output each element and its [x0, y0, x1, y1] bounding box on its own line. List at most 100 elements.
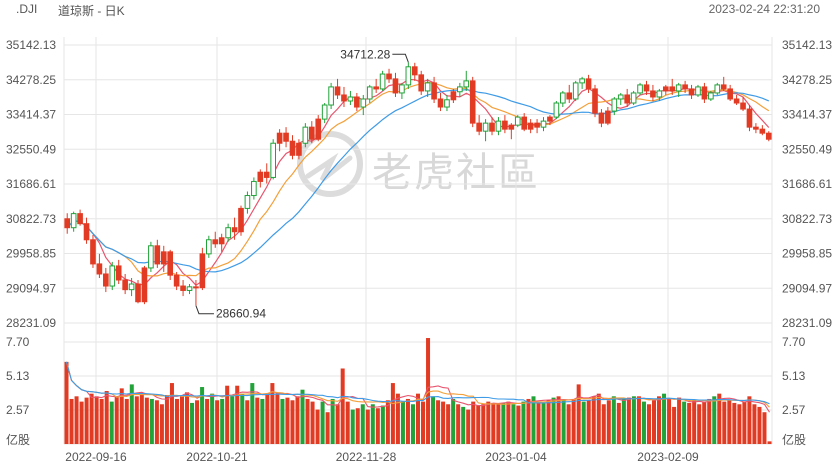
volume-bar — [375, 408, 380, 444]
candle-body — [624, 94, 630, 104]
candle-body — [115, 265, 122, 281]
volume-bar — [436, 400, 441, 444]
volume-bar — [737, 404, 742, 444]
date-tick: 2023-01-04 — [485, 450, 547, 464]
candle-body — [514, 116, 521, 126]
price-tick-left: 29958.85 — [6, 247, 56, 261]
price-tick-left: 32550.49 — [6, 142, 56, 156]
volume-bar — [154, 400, 159, 444]
volume-bar — [240, 393, 245, 444]
volume-bar — [626, 397, 631, 444]
candle-body — [740, 102, 746, 110]
date-axis: 2022-09-16 2022-10-21 2022-11-28 2023-01-04… — [65, 450, 699, 464]
volume-bar — [185, 392, 190, 444]
chart-name-label: 道琼斯 - 日K — [58, 4, 125, 18]
ma-long-line — [66, 88, 770, 273]
volume-bar — [621, 398, 626, 444]
candle-body — [308, 126, 315, 140]
price-tick-right: 29094.97 — [782, 281, 832, 295]
volume-bar — [260, 398, 265, 444]
candle-body — [431, 82, 437, 100]
volume-bar — [79, 401, 84, 444]
price-tick-left: 35142.13 — [6, 38, 56, 52]
price-tick-left: 33414.37 — [6, 108, 56, 122]
volume-bar — [245, 400, 250, 444]
volume-bar — [300, 389, 305, 444]
volume-bar — [551, 397, 556, 444]
candle-body — [109, 265, 116, 287]
volume-average-lines — [65, 361, 770, 413]
volume-bar — [496, 402, 501, 444]
volume-bar — [380, 405, 385, 444]
candle-body — [373, 86, 379, 90]
volume-bar — [712, 396, 717, 444]
candle-body — [160, 251, 167, 265]
volume-bar — [491, 402, 496, 444]
volume-bar — [641, 401, 646, 444]
date-tick: 2023-02-09 — [637, 450, 699, 464]
volume-bar — [74, 396, 79, 444]
volume-bar — [651, 400, 657, 444]
volume-axis: 7.70 7.70 5.13 5.13 2.57 2.57 亿股 亿股 — [6, 335, 806, 447]
candle-body — [727, 88, 733, 100]
candle-body — [463, 80, 470, 88]
date-tick: 2022-09-16 — [65, 450, 127, 464]
volume-bar — [511, 404, 516, 444]
volume-bar — [707, 398, 712, 444]
candle-body — [186, 286, 193, 291]
candle-body — [289, 140, 296, 156]
candle-body — [173, 274, 180, 287]
symbol-label: .DJI — [16, 2, 38, 16]
volume-bar — [516, 405, 521, 444]
candle-body — [695, 86, 701, 96]
volume-bar — [762, 412, 767, 444]
date-tick: 2022-10-21 — [186, 450, 248, 464]
candle-body — [469, 80, 476, 124]
volume-tick-left: 2.57 — [6, 403, 30, 417]
volume-bar — [149, 398, 154, 444]
volume-bar — [421, 401, 426, 444]
candle-body — [495, 120, 502, 132]
volume-bar — [481, 404, 486, 444]
volume-bar — [631, 396, 636, 444]
volume-bar — [431, 396, 436, 444]
volume-bar — [370, 404, 375, 444]
candle-body — [302, 126, 309, 144]
candle-body — [64, 218, 71, 229]
volume-bar — [667, 398, 672, 444]
volume-bar — [139, 393, 144, 444]
price-tick-right: 29958.85 — [782, 247, 832, 261]
volume-tick-left: 7.70 — [6, 335, 30, 349]
candle-body — [257, 171, 264, 182]
volume-bar — [571, 398, 576, 444]
volume-bar — [290, 400, 295, 444]
candle-body — [592, 88, 598, 114]
candle-body — [527, 122, 534, 130]
ma-mid-line — [66, 81, 770, 277]
candle-body — [212, 239, 219, 245]
candle-body — [675, 84, 682, 92]
max-leader-line — [392, 53, 409, 63]
volume-bar — [104, 391, 109, 444]
volume-bar — [320, 401, 325, 444]
candle-body — [347, 96, 354, 102]
candle-body — [206, 239, 212, 255]
candle-body — [753, 126, 759, 130]
volume-bar — [350, 409, 355, 444]
candle-body — [547, 116, 553, 122]
candle-body — [708, 92, 714, 100]
volume-bar — [345, 401, 350, 444]
candle-body — [354, 96, 360, 108]
candle-body — [321, 104, 328, 120]
candle-body — [598, 112, 605, 124]
candle-body — [746, 108, 753, 128]
volume-bar — [415, 393, 421, 444]
volume-bar — [335, 404, 340, 444]
volume-bar — [722, 401, 727, 444]
candle-body — [688, 88, 695, 96]
volume-bar — [355, 408, 360, 444]
candle-body — [270, 142, 276, 178]
volume-bar — [129, 384, 134, 444]
price-tick-left: 29094.97 — [6, 281, 56, 295]
